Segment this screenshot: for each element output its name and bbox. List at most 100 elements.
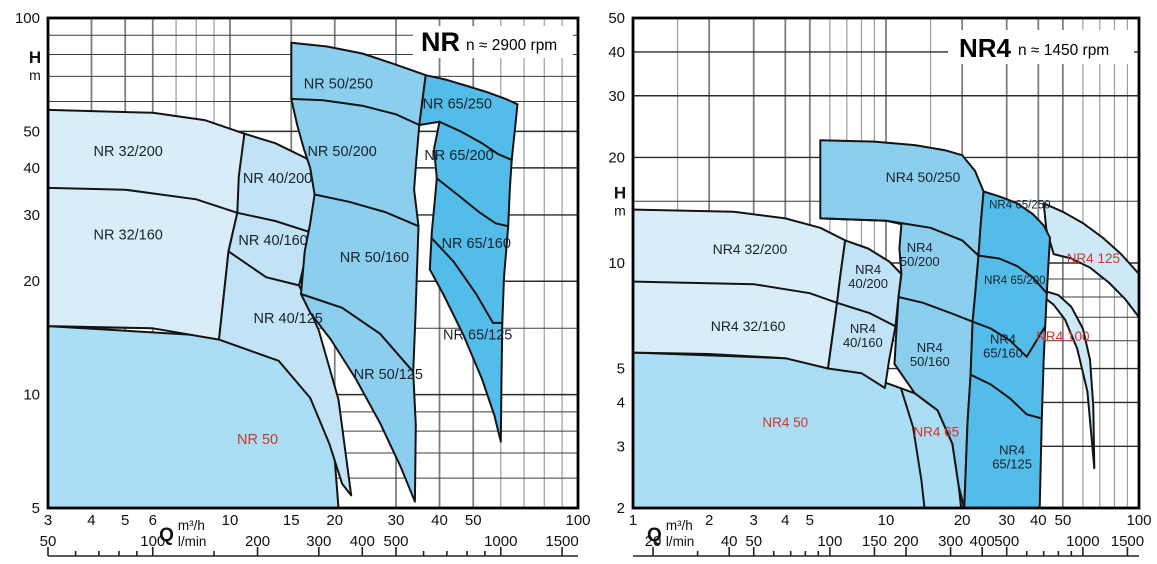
region-nr4-100	[1042, 290, 1096, 470]
y-tick-label: 40	[23, 160, 40, 177]
regions-nr4	[633, 139, 1139, 508]
region-nr-65	[418, 74, 519, 443]
region-nr4-65	[963, 190, 1051, 508]
x-tick-m3h: 3	[44, 512, 52, 529]
chart-rpm-note: n ≈ 2900 rpm	[466, 37, 557, 54]
divider-nr4-50	[897, 296, 974, 323]
x-tick-m3h: 5	[121, 512, 129, 529]
region-label: NR4 40/160	[843, 321, 883, 350]
region-label: NR 40/125	[254, 311, 323, 327]
y-tick-label: 5	[32, 500, 40, 517]
y-tick-label: 30	[608, 88, 625, 105]
region-label: NR4 32/200	[713, 241, 788, 257]
lmin-ruler-nr4	[633, 547, 1139, 557]
region-label: NR 50/160	[340, 250, 409, 266]
x-tick-lmin: 1500	[545, 533, 578, 550]
y-tick-label: 40	[608, 44, 625, 61]
y-tick-label: 2	[617, 500, 625, 517]
y-tick-label: 4	[617, 394, 625, 411]
divider-nr-40	[227, 250, 301, 287]
chart-title: NR	[421, 27, 460, 57]
region-label: NR 32/160	[94, 228, 163, 244]
x-tick-lmin: 300	[306, 533, 331, 550]
region-label: NR 65/200	[424, 148, 493, 164]
x-tick-lmin: 500	[994, 533, 1019, 550]
region-label: NR 40/200	[243, 171, 312, 187]
title-backdrop	[413, 26, 573, 58]
y-tick-label: 100	[15, 10, 40, 27]
divider-nr-65	[430, 237, 504, 324]
plot-border	[631, 16, 1141, 510]
divider-nr4-50-65-inline	[900, 388, 926, 508]
region-label: NR 65/250	[423, 97, 492, 113]
y-axis-nr: 5 10 20 30 40 50 100 Hm	[15, 10, 41, 517]
divider-nr4-40	[836, 301, 897, 328]
x-tick-lmin: 150	[862, 533, 887, 550]
x-tick-m3h: 30	[388, 512, 405, 529]
x-tick-m3h: 1	[629, 512, 637, 529]
x-tick-lmin: 1500	[1111, 533, 1144, 550]
x-tick-m3h: 100	[1126, 512, 1151, 529]
region-label: NR4 100	[1036, 329, 1089, 344]
x-tick-m3h: 20	[954, 512, 971, 529]
x-tick-m3h: 100	[565, 512, 590, 529]
region-label: NR4 32/160	[711, 318, 786, 334]
x-tick-lmin: 1000	[484, 533, 517, 550]
chart-nr: NR 50 NR 32/200 NR 32/160 NR 40/200 NR 40/16…	[15, 10, 591, 557]
lmin-ruler-nr	[47, 547, 578, 557]
chart-title: NR4	[959, 33, 1012, 63]
divider-nr4-65	[969, 373, 1043, 420]
region-nr-50	[290, 41, 427, 503]
x-tick-m3h: 40	[1030, 512, 1047, 529]
region-label: NR4 40/200	[848, 262, 888, 291]
y-tick-label: 30	[23, 207, 40, 224]
x-tick-lmin: 50	[745, 533, 762, 550]
divider-nr-50	[300, 293, 415, 373]
region-label: NR4 65	[913, 424, 959, 439]
region-label: NR 50/250	[304, 76, 373, 92]
x-tick-m3h: 2	[705, 512, 713, 529]
divider-nr4-50	[819, 217, 980, 257]
x-tick-lmin: 500	[384, 533, 409, 550]
divider-nr-65	[435, 177, 510, 228]
y-axis-nr4: 2 3 4 5 10 20 30 40 50 Hm	[608, 10, 626, 517]
x-tick-lmin: 400	[350, 533, 375, 550]
x-tick-m3h: 30	[998, 512, 1015, 529]
x-tick-m3h: 5	[806, 512, 814, 529]
y-axis-symbol: H	[29, 48, 41, 67]
title-nr: NR n ≈ 2900 rpm	[413, 26, 573, 58]
x-axis-unit-top: m³/h	[178, 518, 205, 533]
region-label: NR4 125	[1067, 251, 1120, 266]
x-tick-m3h: 50	[1054, 512, 1071, 529]
x-tick-lmin: 40	[721, 533, 738, 550]
y-axis-unit: m	[29, 67, 41, 83]
divider-nr-50	[313, 193, 420, 228]
x-axis-nr4: 1 2 3 4 5 10 20 30 40 50 100 20 40 50 100 150 200 300 400 5…	[629, 512, 1152, 550]
y-tick-label: 20	[23, 273, 40, 290]
y-tick-label: 10	[608, 255, 625, 272]
x-axis-unit-bottom: l/min	[666, 534, 695, 549]
region-label: NR 50/125	[354, 367, 423, 383]
region-label: NR4 50/160	[910, 340, 950, 369]
divider-nr-65	[438, 120, 513, 161]
y-tick-label: 3	[617, 438, 625, 455]
x-tick-m3h: 10	[222, 512, 239, 529]
x-tick-m3h: 3	[750, 512, 758, 529]
y-axis-unit: m	[614, 202, 626, 218]
x-tick-lmin: 50	[40, 533, 57, 550]
x-tick-m3h: 50	[465, 512, 482, 529]
region-label: NR4 50/200	[900, 240, 940, 269]
x-tick-lmin: 100	[817, 533, 842, 550]
x-tick-m3h: 20	[326, 512, 343, 529]
x-tick-lmin: 300	[938, 533, 963, 550]
x-axis-symbol: Q	[159, 525, 174, 546]
region-label: NR4 65/200	[984, 275, 1045, 287]
x-tick-m3h: 10	[878, 512, 895, 529]
region-label: NR4 50/250	[886, 169, 961, 185]
x-tick-m3h: 15	[283, 512, 300, 529]
region-label: NR 40/160	[238, 233, 307, 249]
x-tick-lmin: 200	[245, 533, 270, 550]
x-tick-lmin: 20	[645, 533, 662, 550]
